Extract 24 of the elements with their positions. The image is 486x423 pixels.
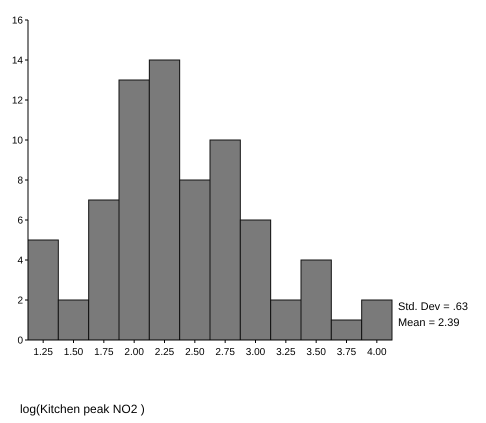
y-tick-label: 2 <box>17 296 24 306</box>
x-tick-label: 2.50 <box>185 347 205 358</box>
text: Std. Dev = .63 <box>398 301 468 313</box>
x-tick-label: 2.00 <box>124 347 144 358</box>
y-tick-label: 4 <box>17 256 24 266</box>
y-tick-label: 0 <box>17 336 24 346</box>
x-tick-label: 2.25 <box>154 347 175 358</box>
x-tick-label: 4.00 <box>367 347 387 358</box>
y-tick-label: 16 <box>12 16 24 26</box>
x-tick-label: 3.25 <box>276 347 296 358</box>
x-tick-label: 3.75 <box>336 347 357 358</box>
x-tick-label: 3.00 <box>246 347 266 358</box>
x-tick-label: 1.50 <box>64 347 84 358</box>
y-tick-label: 14 <box>12 56 24 66</box>
x-tick-label: 2.75 <box>215 347 236 358</box>
x-tick-label: 1.75 <box>94 347 114 358</box>
y-tick-label: 8 <box>17 176 24 186</box>
x-tick-label: 1.25 <box>33 347 54 358</box>
x-axis-title: log(Kitchen peak NO2 ) <box>20 402 145 416</box>
y-tick-label: 12 <box>12 96 24 106</box>
y-tick-label: 6 <box>17 216 24 226</box>
text: Mean = 2.39 <box>398 317 460 329</box>
y-tick-label: 10 <box>12 136 24 146</box>
x-tick-label: 3.50 <box>306 347 326 358</box>
